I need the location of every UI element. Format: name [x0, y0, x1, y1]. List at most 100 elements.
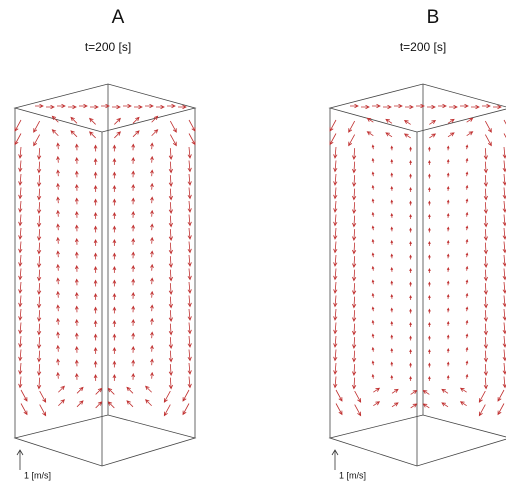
- vector-arrow: [447, 200, 449, 204]
- vector-arrow: [466, 361, 468, 365]
- vector-arrow: [150, 184, 153, 190]
- vector-arrow: [466, 159, 468, 163]
- vector-arrow: [75, 212, 78, 218]
- vector-arrow: [132, 171, 135, 177]
- vector-arrow: [334, 269, 337, 280]
- vector-arrow: [57, 359, 60, 365]
- vector-arrow: [150, 224, 153, 230]
- vector-arrow: [484, 297, 487, 308]
- vector-arrow: [350, 104, 358, 108]
- vector-arrow: [169, 378, 172, 389]
- vector-arrow: [428, 242, 430, 246]
- vector-arrow: [391, 349, 393, 353]
- vector-arrow: [113, 280, 116, 286]
- vector-arrow: [410, 309, 412, 313]
- vector-arrow: [75, 293, 78, 299]
- vector-arrow: [132, 374, 135, 380]
- vector-arrow: [108, 388, 114, 394]
- panel-label: A: [112, 7, 125, 28]
- vector-arrow: [467, 132, 473, 136]
- vector-arrow: [19, 201, 22, 212]
- vector-arrow: [164, 391, 170, 402]
- vector-arrow: [169, 337, 172, 348]
- vector-arrow: [410, 255, 412, 259]
- vector-arrow: [15, 120, 21, 131]
- vector-arrow: [150, 197, 153, 203]
- vector-arrow: [372, 186, 374, 190]
- vector-arrow: [330, 120, 336, 131]
- vector-arrow: [96, 388, 102, 394]
- vector-arrow: [113, 334, 116, 340]
- vector-arrow: [37, 175, 40, 186]
- vector-arrow: [449, 105, 457, 109]
- vector-arrow: [334, 147, 337, 158]
- time-label: t=200 [s]: [400, 40, 446, 54]
- vector-arrow: [484, 189, 487, 200]
- vector-arrow: [484, 324, 487, 335]
- vector-arrow: [484, 175, 487, 186]
- vector-arrow: [113, 159, 116, 165]
- vector-arrow: [123, 104, 131, 108]
- vector-arrow: [169, 216, 172, 227]
- vector-arrow: [484, 351, 487, 362]
- box-edge: [15, 415, 195, 466]
- vector-arrow: [334, 323, 337, 334]
- vector-arrow: [447, 268, 449, 272]
- vector-arrow: [150, 157, 153, 163]
- vector-arrow: [183, 404, 189, 415]
- vector-arrow: [57, 211, 60, 217]
- vector-arrow: [372, 267, 374, 271]
- vector-arrow: [19, 336, 22, 347]
- vector-arrow: [150, 278, 153, 284]
- vector-arrow: [108, 402, 114, 408]
- vector-arrow: [410, 296, 412, 300]
- vector-arrow: [372, 145, 374, 149]
- vector-arrow: [19, 309, 22, 320]
- vector-arrow: [37, 216, 40, 227]
- vector-arrow: [37, 256, 40, 267]
- vector-arrow: [372, 240, 374, 244]
- vector-arrow: [57, 373, 60, 379]
- vector-arrow: [428, 350, 430, 354]
- vector-arrow: [150, 332, 153, 338]
- vector-arrow: [113, 226, 116, 232]
- vector-arrow: [405, 105, 413, 109]
- vector-arrow: [411, 404, 417, 408]
- vector-arrow: [169, 202, 172, 213]
- vector-arrow: [96, 402, 102, 408]
- scale-label: 1 [m/s]: [339, 470, 366, 480]
- vector-arrow: [94, 199, 97, 205]
- vector-arrow: [75, 239, 78, 245]
- vector-arrow: [75, 333, 78, 339]
- vector-arrow: [391, 322, 393, 326]
- figure: At=200 [s]1 [m/s]Bt=200 [s]1 [m/s]: [0, 0, 506, 488]
- vector-arrow: [71, 117, 77, 123]
- vector-arrow: [447, 214, 449, 218]
- vector-arrow: [428, 309, 430, 313]
- vector-arrow: [188, 228, 191, 239]
- vector-arrow: [391, 227, 393, 231]
- vector-arrow: [484, 148, 487, 159]
- vector-arrow: [484, 337, 487, 348]
- vector-arrow: [68, 105, 76, 109]
- vector-arrow: [156, 105, 164, 109]
- vector-arrow: [188, 350, 191, 361]
- vector-arrow: [188, 147, 191, 158]
- vector-arrow: [391, 268, 393, 272]
- vector-arrow: [37, 297, 40, 308]
- vector-arrow: [113, 307, 116, 313]
- vector-arrow: [150, 251, 153, 257]
- vector-arrow: [410, 228, 412, 232]
- vector-arrow: [428, 228, 430, 232]
- vector-arrow: [484, 378, 487, 389]
- vector-arrow: [442, 403, 448, 407]
- vector-arrow: [428, 174, 430, 178]
- vector-arrow: [372, 334, 374, 338]
- vector-arrow: [428, 147, 430, 151]
- vector-arrow: [75, 320, 78, 326]
- vector-arrow: [466, 145, 468, 149]
- vector-arrow: [352, 243, 355, 254]
- vector-arrow: [57, 224, 60, 230]
- vector-arrow: [334, 350, 337, 361]
- vector-arrow: [169, 283, 172, 294]
